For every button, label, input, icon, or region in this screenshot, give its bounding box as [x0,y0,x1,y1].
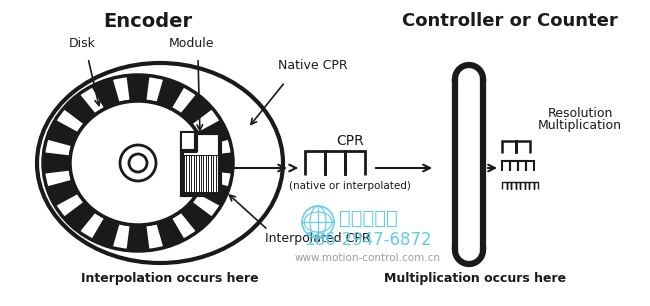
Polygon shape [127,75,150,102]
Text: Resolution: Resolution [547,107,613,120]
Text: CPR: CPR [336,134,364,148]
Ellipse shape [70,101,206,225]
Polygon shape [205,152,233,174]
Text: Multiplication: Multiplication [538,119,622,132]
Text: Native CPR: Native CPR [278,59,348,72]
Text: 西安德伍拠: 西安德伍拠 [339,208,397,227]
Text: 186-2947-6872: 186-2947-6872 [304,231,432,249]
Polygon shape [156,78,185,109]
Text: Controller or Counter: Controller or Counter [402,12,618,30]
Polygon shape [46,180,79,206]
Polygon shape [91,217,120,248]
Polygon shape [197,180,229,206]
Bar [182,133,196,151]
Polygon shape [46,120,79,146]
Polygon shape [197,120,229,146]
Text: Module: Module [169,37,214,50]
Polygon shape [180,201,213,232]
Text: Multiplication occurs here: Multiplication occurs here [384,272,566,285]
Polygon shape [156,217,185,248]
Polygon shape [43,152,70,174]
Text: (native or interpolated): (native or interpolated) [289,181,411,191]
Text: Disk: Disk [68,37,96,50]
Circle shape [129,154,147,172]
Polygon shape [63,94,96,125]
Text: Interpolated CPR: Interpolated CPR [265,232,370,245]
Circle shape [120,145,156,181]
Text: www.motion-control.com.cn: www.motion-control.com.cn [295,253,441,263]
Polygon shape [91,78,120,109]
Bar [182,133,220,195]
Text: Interpolation occurs here: Interpolation occurs here [81,272,259,285]
Polygon shape [127,225,150,251]
Text: Encoder: Encoder [103,12,192,31]
Polygon shape [180,94,213,125]
Polygon shape [63,201,96,232]
